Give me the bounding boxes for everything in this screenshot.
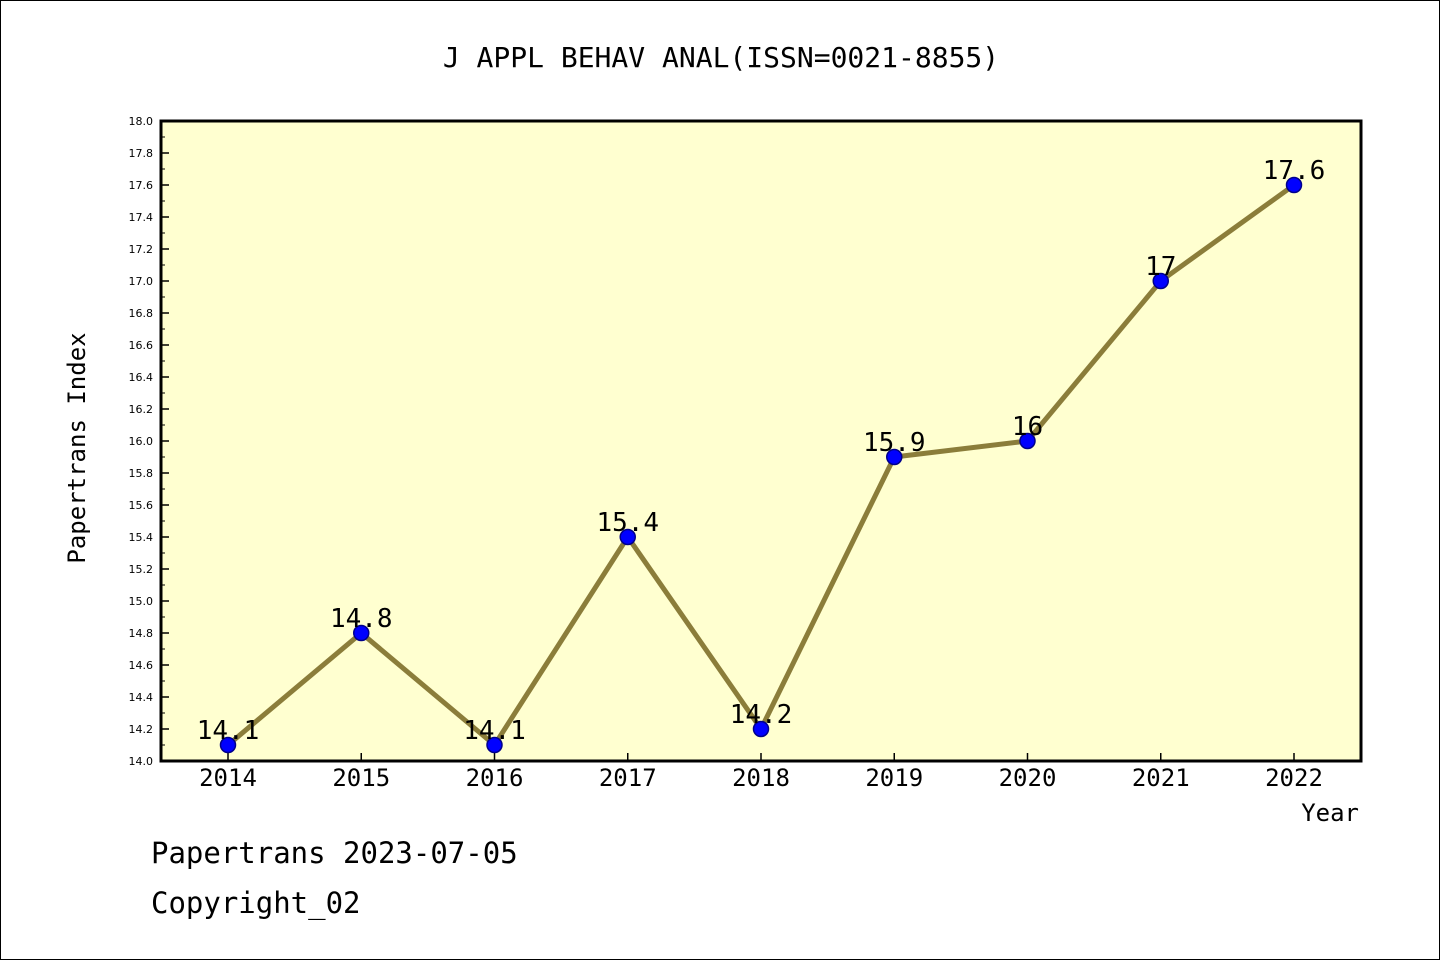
y-tick-label: 14.6 [129, 659, 154, 672]
x-tick-label: 2016 [466, 764, 524, 792]
series-line-group [219, 176, 1303, 754]
data-point-marker [1152, 272, 1169, 290]
y-tick-label: 15.0 [129, 595, 154, 608]
data-label: 14.8 [330, 604, 393, 634]
data-point-marker [353, 624, 370, 642]
y-tick-label: 14.8 [129, 627, 154, 640]
y-tick-label: 17.6 [129, 179, 154, 192]
y-tick-label: 16.4 [129, 371, 154, 384]
data-label: 16 [1012, 412, 1043, 442]
y-tick-label: 15.4 [129, 531, 154, 544]
x-tick-label: 2015 [332, 764, 390, 792]
y-axis-label: Papertrans Index [63, 332, 91, 563]
y-tick-label: 15.2 [129, 563, 154, 576]
y-tick-label: 17.2 [129, 243, 154, 256]
y-tick-label: 17.0 [129, 275, 154, 288]
chart-title: J APPL BEHAV ANAL(ISSN=0021-8855) [443, 41, 999, 74]
data-label: 15.9 [863, 428, 926, 458]
y-tick-label: 14.4 [129, 691, 154, 704]
x-tick-label: 2014 [199, 764, 257, 792]
y-tick-label: 14.2 [129, 723, 154, 736]
data-point-marker [619, 528, 636, 546]
y-tick-label: 16.6 [129, 339, 154, 352]
y-tick-label: 16.0 [129, 435, 154, 448]
y-tick-label: 18.0 [129, 115, 154, 128]
data-point-marker [886, 448, 903, 466]
x-tick-label: 2022 [1265, 764, 1323, 792]
x-tick-label: 2017 [599, 764, 657, 792]
x-tick-label: 2019 [865, 764, 923, 792]
data-label: 17 [1145, 252, 1176, 282]
data-point-marker [752, 720, 770, 738]
y-tick-label: 17.8 [129, 147, 154, 160]
data-point-marker [219, 736, 237, 754]
data-label: 15.4 [596, 508, 659, 538]
y-tick-label: 17.4 [129, 211, 154, 224]
data-point-marker [1285, 176, 1303, 194]
data-label: 17.6 [1263, 156, 1326, 186]
footer-date: Papertrans 2023-07-05 [151, 836, 518, 870]
x-tick-label: 2018 [732, 764, 790, 792]
plot-area [161, 121, 1361, 761]
x-tick-label: 2020 [999, 764, 1057, 792]
data-label: 14.2 [730, 700, 793, 730]
y-tick-label: 15.6 [129, 499, 154, 512]
y-tick-label: 16.2 [129, 403, 154, 416]
x-axis-label: Year [1301, 799, 1359, 827]
y-tick-label: 14.0 [129, 755, 154, 768]
data-point-marker [486, 736, 503, 754]
data-point-marker [1019, 432, 1036, 450]
footer-copyright: Copyright_02 [151, 886, 361, 920]
data-label: 14.1 [463, 716, 526, 746]
y-axis-ticks: 14.0 14.2 14.4 14.6 14.8 15.0 15.2 15.4 15.6 15.8… [129, 115, 169, 768]
y-tick-label: 15.8 [129, 467, 154, 480]
y-tick-label: 16.8 [129, 307, 154, 320]
data-labels: 14.1 14.8 14.1 15.4 14.2 15.9 16 17 17.6 [197, 156, 1326, 746]
x-tick-label: 2021 [1132, 764, 1190, 792]
x-axis-ticks: 2014 2015 2016 2017 2018 2019 2020 2021 2022 [199, 753, 1323, 792]
plot-border [159, 119, 1363, 763]
data-label: 14.1 [197, 716, 260, 746]
